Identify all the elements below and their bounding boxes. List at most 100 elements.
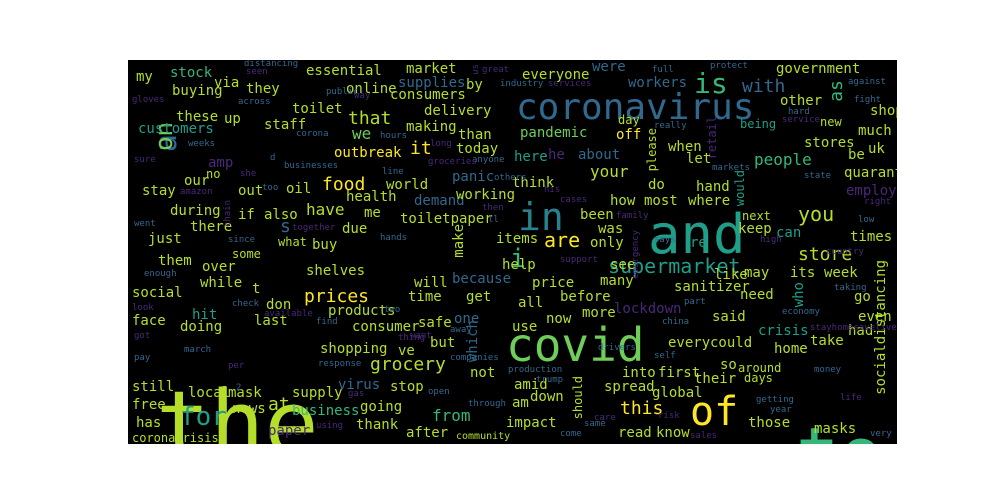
word-went: went bbox=[134, 219, 156, 229]
word-first: first bbox=[658, 365, 701, 381]
word-may: may bbox=[744, 265, 770, 281]
word-making: making bbox=[406, 119, 457, 135]
word-going: going bbox=[360, 399, 403, 415]
word-s: s bbox=[280, 216, 291, 237]
word-me: me bbox=[364, 205, 381, 221]
word-pandemic: pandemic bbox=[520, 125, 588, 141]
word-if: if bbox=[238, 207, 255, 223]
word-check: check bbox=[232, 299, 260, 309]
word-price: price bbox=[532, 275, 575, 291]
word-via: via bbox=[214, 75, 240, 91]
word-groceries: groceries bbox=[428, 157, 477, 167]
word-help: help bbox=[502, 257, 536, 273]
word-go: go bbox=[854, 289, 871, 305]
word-can: can bbox=[776, 225, 802, 241]
word-social: social bbox=[132, 285, 183, 301]
word-per: per bbox=[228, 361, 245, 371]
word-down: down bbox=[530, 389, 564, 405]
word-are: are bbox=[544, 228, 581, 252]
word-stop: stop bbox=[390, 379, 424, 395]
word-know: know bbox=[656, 425, 690, 441]
word-coronacrisis: coronacrisis bbox=[132, 431, 219, 444]
word-says: says bbox=[654, 235, 676, 245]
word-getting: getting bbox=[756, 395, 794, 405]
word-were: were bbox=[592, 60, 626, 75]
word-buying: buying bbox=[172, 83, 223, 99]
word-market: market bbox=[406, 61, 457, 77]
word-economy: economy bbox=[782, 307, 820, 317]
word-products: products bbox=[328, 303, 396, 319]
word-high: high bbox=[760, 235, 782, 245]
word-trump: trump bbox=[536, 375, 564, 385]
word-same: same bbox=[584, 419, 606, 429]
word-toiletpaper: toiletpaper bbox=[400, 211, 493, 227]
word-now: now bbox=[546, 311, 572, 327]
word-weeks: weeks bbox=[188, 139, 216, 149]
word-emergency: emergency bbox=[631, 230, 641, 279]
word-d: d bbox=[270, 153, 276, 163]
word-it: it bbox=[410, 138, 432, 159]
word-local: local bbox=[188, 385, 231, 401]
word-other: other bbox=[780, 93, 823, 109]
word-week: week bbox=[824, 265, 858, 281]
word-too: too bbox=[262, 183, 279, 193]
word-has: has bbox=[136, 415, 162, 431]
word-hit: hit bbox=[192, 307, 218, 323]
word-outbreak: outbreak bbox=[334, 145, 402, 161]
word-fight: fight bbox=[854, 95, 882, 105]
word-use: use bbox=[512, 319, 538, 335]
word-who: who bbox=[791, 282, 807, 308]
word-find: find bbox=[316, 317, 338, 327]
word-panic: panic bbox=[452, 169, 495, 185]
word-delivery: delivery bbox=[424, 103, 492, 119]
word-here: here bbox=[514, 149, 548, 165]
word-pay: pay bbox=[134, 353, 151, 363]
word-using: using bbox=[316, 421, 344, 431]
word-news: news bbox=[232, 401, 266, 417]
word-from: from bbox=[432, 406, 471, 425]
word-cases: cases bbox=[560, 195, 588, 205]
word-every: every bbox=[668, 335, 711, 351]
word-read: read bbox=[618, 425, 652, 441]
word-with: with bbox=[742, 76, 786, 97]
word-to: to bbox=[796, 418, 883, 444]
word-amp: amp bbox=[208, 155, 234, 171]
word-long: long bbox=[430, 139, 452, 149]
word-supermarket: supermarket bbox=[608, 254, 741, 278]
word-crisis: crisis bbox=[758, 323, 809, 339]
word-for: for bbox=[180, 402, 227, 432]
word-people: people bbox=[754, 150, 812, 169]
word-together: together bbox=[292, 223, 336, 233]
word-care: care bbox=[594, 413, 616, 423]
word-his: his bbox=[544, 185, 561, 195]
word-make: make bbox=[451, 224, 467, 258]
word-said: said bbox=[712, 309, 746, 325]
word-only: only bbox=[590, 235, 624, 251]
word-working: working bbox=[456, 187, 516, 203]
word-distancing: distancing bbox=[244, 60, 299, 69]
word-industry: industry bbox=[500, 79, 544, 89]
word-up: up bbox=[224, 111, 241, 127]
word-sanitizer: sanitizer bbox=[674, 279, 750, 295]
word-hours: hours bbox=[380, 131, 408, 141]
word-staff: staff bbox=[264, 117, 307, 133]
word-masks: masks bbox=[814, 421, 857, 437]
word-need: need bbox=[740, 287, 774, 303]
word-away: away bbox=[450, 325, 472, 335]
word-think: think bbox=[512, 175, 555, 191]
word-hand: hand bbox=[696, 179, 730, 195]
word-around: around bbox=[738, 361, 782, 375]
word-during: during bbox=[170, 203, 221, 219]
word-stores: stores bbox=[804, 135, 855, 151]
word-supplies: supplies bbox=[398, 75, 466, 91]
word-low: low bbox=[858, 215, 875, 225]
word-let: let bbox=[686, 151, 712, 167]
word-free: free bbox=[132, 397, 166, 413]
word-its: its bbox=[790, 265, 816, 281]
word-corona: corona bbox=[296, 129, 329, 139]
word-last: last bbox=[254, 313, 288, 329]
word-prices: prices bbox=[304, 286, 370, 307]
word-against: against bbox=[848, 77, 886, 87]
word-amazon: amazon bbox=[180, 187, 213, 197]
word-time: time bbox=[408, 289, 442, 305]
